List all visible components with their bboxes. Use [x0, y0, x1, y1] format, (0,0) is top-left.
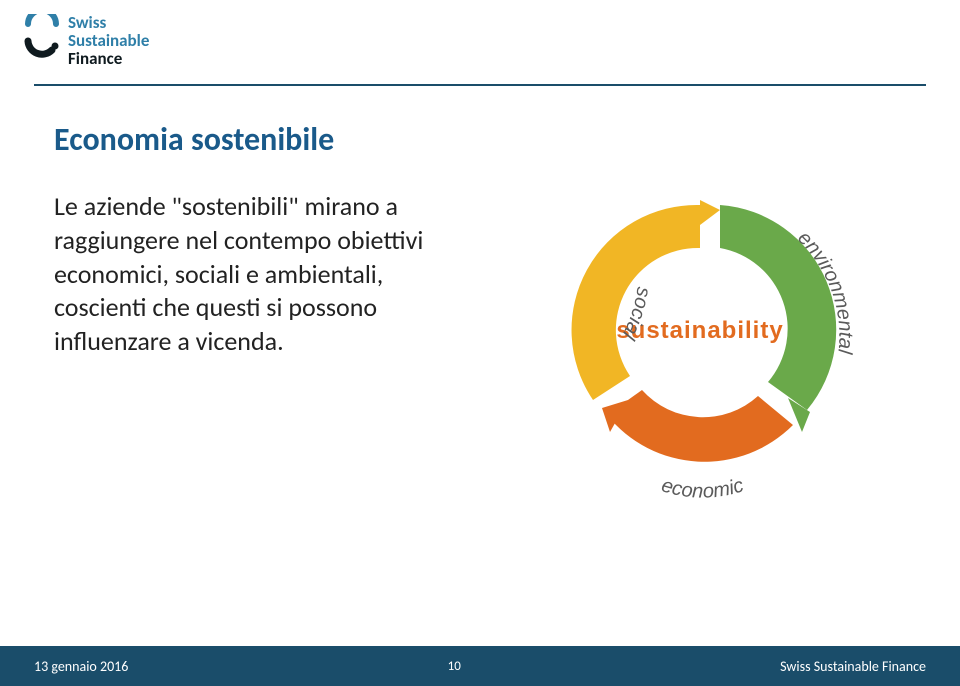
logo-text: Swiss Sustainable Finance	[68, 14, 149, 68]
logo-mark-icon	[22, 14, 62, 58]
footer-org: Swiss Sustainable Finance	[780, 658, 926, 675]
footer-bar: 13 gennaio 2016 10 Swiss Sustainable Fin…	[0, 646, 960, 686]
sustainability-diagram: sustainability social environmental econ…	[510, 150, 890, 510]
footer-date: 13 gennaio 2016	[34, 658, 128, 675]
slide-body-text: Le aziende "sostenibili" mirano a raggiu…	[54, 190, 444, 359]
slide: Swiss Sustainable Finance Economia soste…	[0, 0, 960, 686]
header-divider	[34, 84, 926, 86]
label-economic: economic	[659, 474, 746, 502]
logo: Swiss Sustainable Finance	[22, 14, 149, 68]
slide-title: Economia sostenibile	[54, 120, 334, 159]
footer-page-number: 10	[448, 659, 461, 674]
arrow-social-icon	[700, 200, 720, 225]
logo-line3: Finance	[68, 50, 149, 68]
segment-economic	[607, 390, 793, 462]
segment-environmental	[720, 205, 836, 410]
logo-line2: Sustainable	[68, 32, 149, 50]
